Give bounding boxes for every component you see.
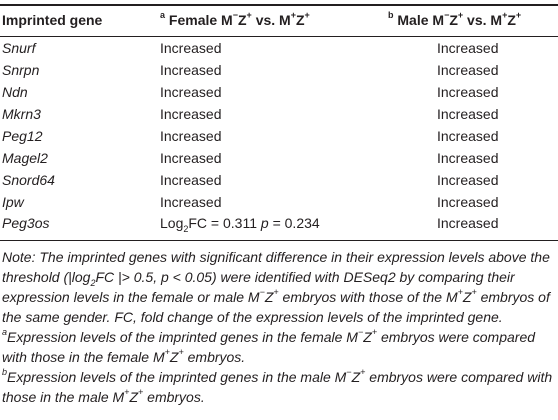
male-result: Increased bbox=[437, 128, 499, 144]
male-result: Increased bbox=[437, 150, 499, 166]
table-row: Ndn Increased Increased bbox=[0, 81, 558, 103]
gene-name: Ndn bbox=[2, 84, 28, 100]
gene-name: Snord64 bbox=[2, 172, 55, 188]
footnote-a: aExpression levels of the imprinted gene… bbox=[2, 327, 536, 365]
header-female-comparison: a Female M−Z+ vs. M+Z+ bbox=[160, 4, 370, 37]
gene-name: Snurf bbox=[2, 40, 36, 56]
table-row: Magel2 Increased Increased bbox=[0, 147, 558, 169]
female-result: Increased bbox=[160, 128, 222, 144]
male-result: Increased bbox=[437, 40, 499, 56]
table-note: Note: The imprinted genes with significa… bbox=[2, 249, 550, 325]
table-header-row: Imprinted gene a Female M−Z+ vs. M+Z+ b … bbox=[0, 4, 558, 37]
gene-name: Peg3os bbox=[0, 213, 160, 241]
male-result: Increased bbox=[370, 213, 558, 241]
table-row: Peg12 Increased Increased bbox=[0, 125, 558, 147]
female-result: Increased bbox=[160, 40, 222, 56]
header-imprinted-gene: Imprinted gene bbox=[0, 4, 160, 37]
imprinted-gene-table-container: Imprinted gene a Female M−Z+ vs. M+Z+ b … bbox=[0, 4, 558, 407]
male-result: Increased bbox=[437, 194, 499, 210]
female-result: Increased bbox=[160, 194, 222, 210]
table-row: Snrpn Increased Increased bbox=[0, 59, 558, 81]
male-result: Increased bbox=[437, 172, 499, 188]
female-result: Increased bbox=[160, 150, 222, 166]
table-notes: Note: The imprinted genes with significa… bbox=[0, 241, 558, 407]
male-result: Increased bbox=[437, 62, 499, 78]
female-result: Increased bbox=[160, 172, 222, 188]
gene-name: Magel2 bbox=[2, 150, 48, 166]
gene-name: Mkrn3 bbox=[2, 106, 41, 122]
imprinted-gene-table: Imprinted gene a Female M−Z+ vs. M+Z+ b … bbox=[0, 4, 558, 241]
header-male-comparison: b Male M−Z+ vs. M+Z+ bbox=[370, 4, 558, 37]
table-row: Ipw Increased Increased bbox=[0, 191, 558, 213]
female-result: Increased bbox=[160, 84, 222, 100]
table-row: Mkrn3 Increased Increased bbox=[0, 103, 558, 125]
table-row: Snurf Increased Increased bbox=[0, 37, 558, 60]
female-result: Increased bbox=[160, 62, 222, 78]
male-result: Increased bbox=[437, 84, 499, 100]
table-row: Snord64 Increased Increased bbox=[0, 169, 558, 191]
male-result: Increased bbox=[437, 106, 499, 122]
table-row: Peg3os Log2FC = 0.311 p = 0.234 Increase… bbox=[0, 213, 558, 241]
footnote-b: bExpression levels of the imprinted gene… bbox=[2, 367, 553, 405]
gene-name: Ipw bbox=[2, 194, 24, 210]
female-result: Increased bbox=[160, 106, 222, 122]
gene-name: Snrpn bbox=[2, 62, 40, 78]
gene-name: Peg12 bbox=[2, 128, 43, 144]
female-result-logfc: Log2FC = 0.311 p = 0.234 bbox=[160, 213, 370, 241]
